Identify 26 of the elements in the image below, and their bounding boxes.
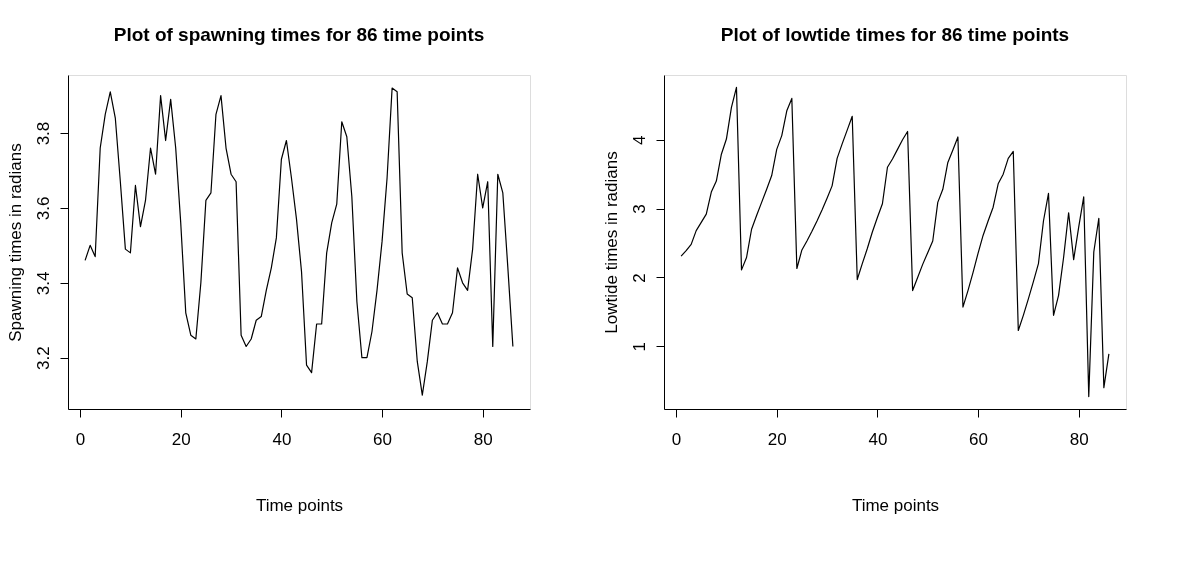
x-tick-label: 60 xyxy=(969,429,988,449)
x-tick-label: 80 xyxy=(1069,429,1089,449)
y-tick-label: 3.8 xyxy=(33,121,53,146)
chart-title: Plot of lowtide times for 86 time points xyxy=(720,24,1070,45)
y-tick-label: 4 xyxy=(629,135,649,145)
y-tick-label: 3.6 xyxy=(33,196,53,221)
x-tick-label: 60 xyxy=(373,429,392,449)
y-axis-title: Spawning times in radians xyxy=(5,143,25,342)
x-tick-label: 40 xyxy=(868,429,888,449)
chart-title: Plot of spawning times for 86 time points xyxy=(113,24,485,45)
y-tick-label: 1 xyxy=(629,342,649,352)
x-tick-label: 20 xyxy=(767,429,787,449)
x-axis-title: Time points xyxy=(255,495,344,515)
x-tick-label: 20 xyxy=(171,429,191,449)
x-tick-label: 0 xyxy=(75,429,86,449)
x-tick-label: 40 xyxy=(272,429,292,449)
x-tick-label: 0 xyxy=(671,429,682,449)
y-tick-label: 3.4 xyxy=(33,271,53,296)
y-tick-label: 3.2 xyxy=(33,346,53,371)
line-series xyxy=(680,86,1110,398)
y-axis-title: Lowtide times in radians xyxy=(601,151,621,334)
y-tick-label: 2 xyxy=(629,273,649,283)
x-tick-label: 80 xyxy=(473,429,493,449)
x-axis-title: Time points xyxy=(851,495,940,515)
line-series xyxy=(84,87,514,396)
y-tick-label: 3 xyxy=(629,204,649,214)
